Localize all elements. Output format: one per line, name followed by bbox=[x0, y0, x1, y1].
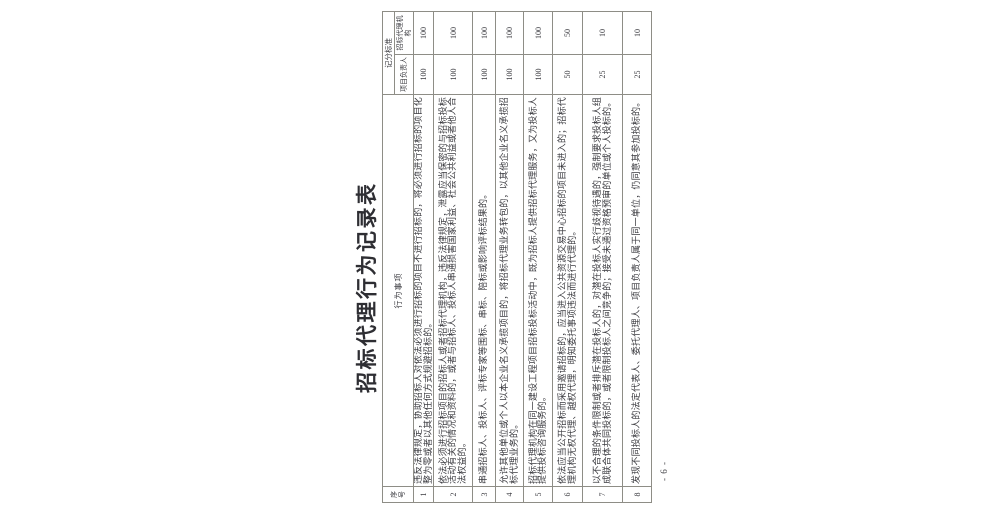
score-agency-cell: 100 bbox=[495, 11, 524, 55]
row-index-cell: 7 bbox=[582, 486, 623, 503]
table-row: 3 串通招标人、投标人、评标专家等围标、串标、陪标或影响评标结果的。 100 100 bbox=[472, 11, 496, 503]
score-person-cell: 50 bbox=[552, 54, 583, 95]
row-index-cell: 5 bbox=[523, 486, 553, 503]
row-index-cell: 4 bbox=[495, 486, 524, 503]
row-behavior-cell: 招标代理机构在同一建设工程项目招标投标活动中，既为招标人提供招标代理服务，又为投… bbox=[523, 94, 553, 487]
table-row: 8 发现不同投标人的法定代表人、委托代理人、项目负责人属于同一单位，仍同意其参加投… bbox=[622, 11, 652, 503]
table-header: 序号 行为事项 记分标准 项目负责人 招标代理机构 bbox=[382, 11, 414, 503]
score-agency-cell: 100 bbox=[433, 11, 473, 55]
header-score-person: 项目负责人 bbox=[394, 54, 414, 95]
row-index-cell: 2 bbox=[433, 486, 473, 503]
document-title: 招标代理行为记录表 bbox=[355, 181, 379, 394]
table-row: 6 依法应当公开招标而采用邀请招标的，应当进入公共资源交易中心招标的项目未进入的；… bbox=[552, 11, 583, 503]
score-agency-cell: 100 bbox=[472, 11, 496, 55]
row-behavior-cell: 依法应当公开招标而采用邀请招标的，应当进入公共资源交易中心招标的项目未进入的；招… bbox=[552, 94, 583, 487]
row-behavior-cell: 发现不同投标人的法定代表人、委托代理人、项目负责人属于同一单位，仍同意其参加投标… bbox=[622, 94, 652, 487]
score-person-cell: 100 bbox=[433, 54, 473, 95]
score-person-cell: 25 bbox=[622, 54, 652, 95]
header-score-agency: 招标代理机构 bbox=[394, 11, 414, 55]
page-number: - 6 - bbox=[659, 461, 669, 481]
row-index-cell: 1 bbox=[413, 486, 434, 503]
header-index: 序号 bbox=[382, 486, 414, 503]
score-person-cell: 100 bbox=[413, 54, 434, 95]
table-body: 1 违反法律规定，协助招标人对依法必须进行招标的项目不进行招标的，将必须进行招标的… bbox=[413, 11, 652, 503]
score-person-cell: 100 bbox=[472, 54, 496, 95]
header-behavior: 行为事项 bbox=[382, 94, 414, 487]
score-agency-cell: 100 bbox=[523, 11, 553, 55]
score-agency-cell: 50 bbox=[552, 11, 583, 55]
score-person-cell: 100 bbox=[523, 54, 553, 95]
row-index-cell: 8 bbox=[622, 486, 652, 503]
row-index-cell: 3 bbox=[472, 486, 496, 503]
rotated-document: 招标代理行为记录表 序号 行为事项 记分标准 项目负责人 招标代理机构 1 违反法… bbox=[350, 11, 690, 503]
row-behavior-cell: 串通招标人、投标人、评标专家等围标、串标、陪标或影响评标结果的。 bbox=[472, 94, 496, 487]
score-person-cell: 25 bbox=[582, 54, 623, 95]
table-row: 1 违反法律规定，协助招标人对依法必须进行招标的项目不进行招标的，将必须进行招标的… bbox=[413, 11, 434, 503]
row-behavior-cell: 违反法律规定，协助招标人对依法必须进行招标的项目不进行招标的，将必须进行招标的项… bbox=[413, 94, 434, 487]
row-behavior-cell: 允许其他单位或个人以本企业名义承揽项目的，将招标代理业务转包的，以其他企业名义承… bbox=[495, 94, 524, 487]
table-row: 2 依法必须进行招标项目的招标人或者招标代理机构，违反法律规定，泄露应当保密的与招… bbox=[433, 11, 473, 503]
row-index-cell: 6 bbox=[552, 486, 583, 503]
table-row: 7 以不合理的条件限制或者排斥潜在投标人的，对潜在投标人实行歧视待遇的，强制要求投… bbox=[582, 11, 623, 503]
score-agency-cell: 10 bbox=[622, 11, 652, 55]
header-score-group: 记分标准 bbox=[382, 11, 395, 95]
score-agency-cell: 100 bbox=[413, 11, 434, 55]
score-agency-cell: 10 bbox=[582, 11, 623, 55]
row-behavior-cell: 依法必须进行招标项目的招标人或者招标代理机构，违反法律规定，泄露应当保密的与招标… bbox=[433, 94, 473, 487]
record-table: 序号 行为事项 记分标准 项目负责人 招标代理机构 1 违反法律规定，协助招标人对… bbox=[382, 11, 653, 503]
row-behavior-cell: 以不合理的条件限制或者排斥潜在投标人的，对潜在投标人实行歧视待遇的，强制要求投标… bbox=[582, 94, 623, 487]
table-row: 5 招标代理机构在同一建设工程项目招标投标活动中，既为招标人提供招标代理服务，又为… bbox=[523, 11, 553, 503]
score-person-cell: 100 bbox=[495, 54, 524, 95]
table-row: 4 允许其他单位或个人以本企业名义承揽项目的，将招标代理业务转包的，以其他企业名义… bbox=[495, 11, 524, 503]
